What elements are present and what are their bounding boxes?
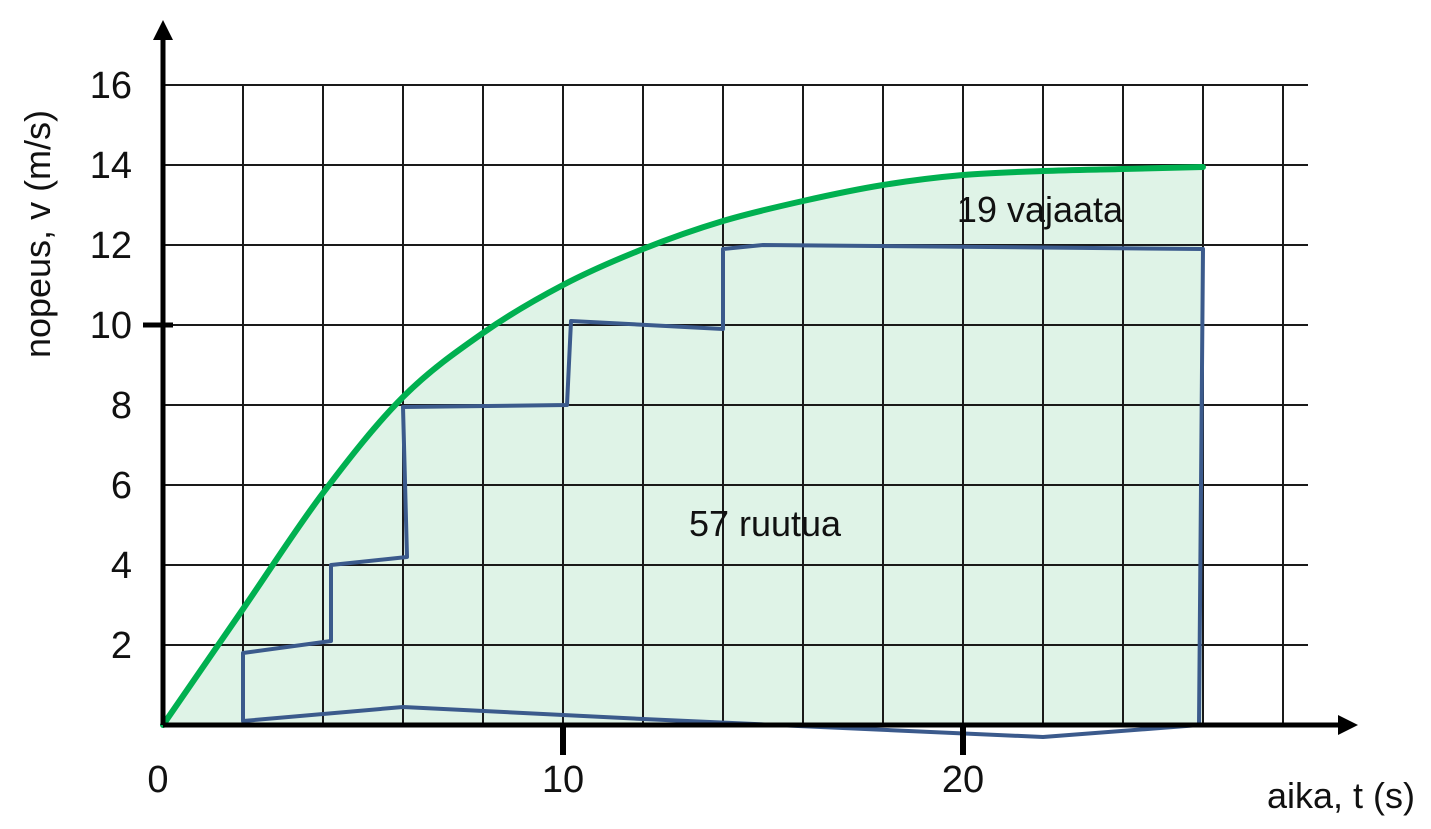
- y-tick-label-14: 14: [90, 145, 132, 187]
- tick-labels: 0 10 20 2 4 6 8 10 12 14 16: [90, 65, 984, 801]
- area-fill-layer: [163, 167, 1203, 725]
- y-tick-label-12: 12: [90, 225, 132, 267]
- y-tick-label-8: 8: [111, 385, 132, 427]
- y-tick-label-2: 2: [111, 625, 132, 667]
- y-tick-label-4: 4: [111, 545, 132, 587]
- annotation-ruutua: 57 ruutua: [689, 503, 842, 544]
- staircase-outline-layer: [241, 243, 1205, 739]
- curve-layer: [160, 164, 1206, 728]
- annotation-vajaata: 19 vajaata: [957, 189, 1124, 230]
- y-tick-label-10: 10: [90, 305, 132, 347]
- staircase-outline: [241, 243, 1205, 739]
- velocity-curve: [160, 164, 1206, 728]
- x-tick-label-10: 10: [542, 759, 584, 801]
- axes: [143, 20, 1358, 755]
- area-under-curve: [163, 167, 1203, 725]
- x-axis-title: aika, t (s): [1267, 775, 1415, 816]
- x-tick-label-20: 20: [942, 759, 984, 801]
- x-tick-label-0: 0: [147, 759, 168, 801]
- y-tick-label-16: 16: [90, 65, 132, 107]
- y-tick-label-6: 6: [111, 465, 132, 507]
- y-axis-title: nopeus, v (m/s): [17, 110, 58, 358]
